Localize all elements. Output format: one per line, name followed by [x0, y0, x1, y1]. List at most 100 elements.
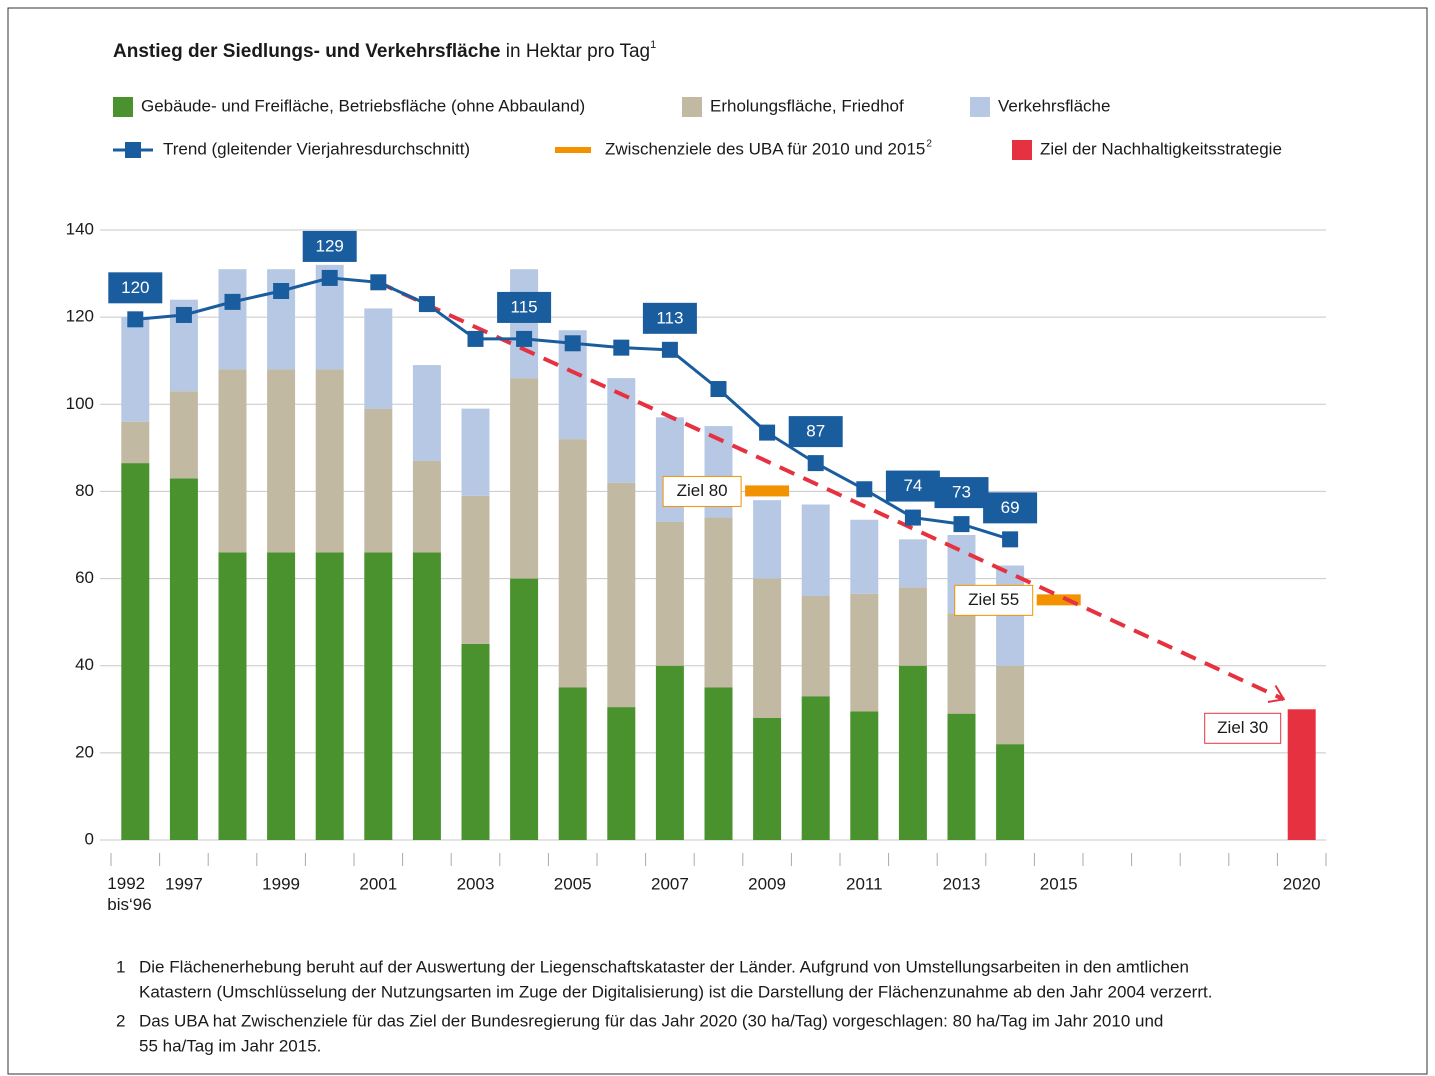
trend-label-box: [983, 492, 1038, 524]
trend-label-box: [885, 470, 940, 502]
bar: [558, 687, 587, 840]
bar: [947, 613, 976, 714]
trend-point: [807, 455, 824, 472]
bar: [753, 578, 782, 718]
bar: [121, 463, 150, 840]
bar: [801, 696, 830, 840]
x-tick-label: 2013: [943, 874, 981, 893]
bar: [898, 539, 927, 588]
bar: [267, 369, 296, 553]
bar: [267, 552, 296, 840]
x-tick-label: 2009: [748, 874, 786, 893]
legend-swatch: [682, 97, 702, 117]
footnote-number: 2: [116, 1011, 125, 1030]
footnote-text: Die Flächenerhebung beruht auf der Auswe…: [139, 957, 1189, 976]
target-label-box: [662, 475, 742, 507]
target-label: Ziel 80: [677, 481, 728, 500]
trend-label-box: [788, 416, 843, 448]
y-tick-label: 100: [66, 394, 94, 413]
bar: [850, 519, 879, 594]
trend-point: [759, 424, 776, 441]
bar: [461, 495, 490, 644]
footnote-text: 55 ha/Tag im Jahr 2015.: [139, 1036, 321, 1055]
legend-swatch: [113, 97, 133, 117]
y-tick-label: 140: [66, 219, 94, 238]
frame: [7, 7, 1428, 1075]
trend-point: [321, 269, 338, 286]
target-label: Ziel 30: [1217, 718, 1268, 737]
legend-note: 2: [926, 139, 932, 150]
chart-title: Anstieg der Siedlungs- und Verkehrsfläch…: [113, 39, 656, 62]
bar: [607, 707, 636, 840]
bar: [364, 308, 393, 409]
x-tick-label: 1997: [165, 874, 203, 893]
trend-point: [613, 339, 630, 356]
trend-point: [710, 381, 727, 398]
x-tick-label: 2007: [651, 874, 689, 893]
x-tick-label: 2005: [554, 874, 592, 893]
bar: [655, 521, 684, 666]
trend-point: [224, 293, 241, 310]
trend-label-box: [302, 230, 357, 262]
trend-label: 69: [1001, 498, 1020, 517]
bar: [169, 391, 198, 479]
legend-label: Gebäude- und Freifläche, Betriebsfläche …: [141, 96, 585, 115]
footnote-number: 1: [116, 957, 125, 976]
bar: [753, 500, 782, 579]
legend-label: Trend (gleitender Vierjahresdurchschnitt…: [163, 139, 470, 158]
bar: [461, 408, 490, 496]
bar: [315, 552, 344, 840]
trend-label: 115: [511, 297, 538, 316]
bar: [218, 269, 247, 370]
bar: [315, 369, 344, 553]
legend-label: Zwischenziele des UBA für 2010 und 2015: [605, 139, 925, 158]
trend-point: [175, 306, 192, 323]
bar: [801, 504, 830, 596]
legend-swatch: [555, 147, 591, 153]
x-tick-label: 2020: [1283, 874, 1321, 893]
bar: [412, 460, 441, 553]
legend-swatch: [1012, 140, 1032, 160]
trend-point: [1002, 531, 1019, 548]
trend-point: [418, 296, 435, 313]
x-tick-label: 2011: [846, 874, 883, 893]
bar: [898, 587, 927, 666]
bar: [850, 593, 879, 712]
legend-label: Ziel der Nachhaltigkeitsstrategie: [1040, 139, 1282, 158]
target-mark: [1036, 594, 1081, 606]
trend-point: [273, 283, 290, 299]
x-tick-label: 1999: [262, 874, 300, 893]
bar: [801, 596, 830, 697]
target-mark: [745, 485, 790, 497]
legend-swatch: [125, 142, 141, 158]
x-tick-label: 2015: [1040, 874, 1078, 893]
trend-point: [370, 274, 387, 291]
footnote-text: Katastern (Umschlüsselung der Nutzungsar…: [139, 982, 1212, 1001]
trend-point: [516, 330, 533, 347]
y-tick-label: 120: [66, 307, 94, 326]
bar: [898, 665, 927, 840]
bar: [461, 643, 490, 840]
y-tick-label: 40: [75, 655, 94, 674]
bar: [510, 378, 539, 579]
bar: [218, 552, 247, 840]
trend-point: [661, 341, 678, 358]
trend-label-box: [934, 477, 989, 509]
bar: [704, 687, 733, 840]
trend-point: [953, 516, 970, 533]
trend-point: [127, 311, 144, 328]
x-tick-label: 2003: [457, 874, 495, 893]
y-tick-label: 20: [75, 742, 94, 761]
trend-label: 87: [806, 422, 825, 441]
trend-label: 113: [656, 308, 683, 327]
trend-label-box: [497, 291, 552, 323]
x-tick-label: 1992 bis‘96: [107, 874, 151, 914]
bar: [121, 317, 150, 422]
target-label-box: [1204, 712, 1282, 744]
bar: [947, 713, 976, 840]
y-tick-label: 80: [75, 481, 94, 500]
trend-point: [856, 481, 873, 498]
bar: [218, 369, 247, 553]
x-tick-label: 2001: [359, 874, 397, 893]
bar: [364, 552, 393, 840]
